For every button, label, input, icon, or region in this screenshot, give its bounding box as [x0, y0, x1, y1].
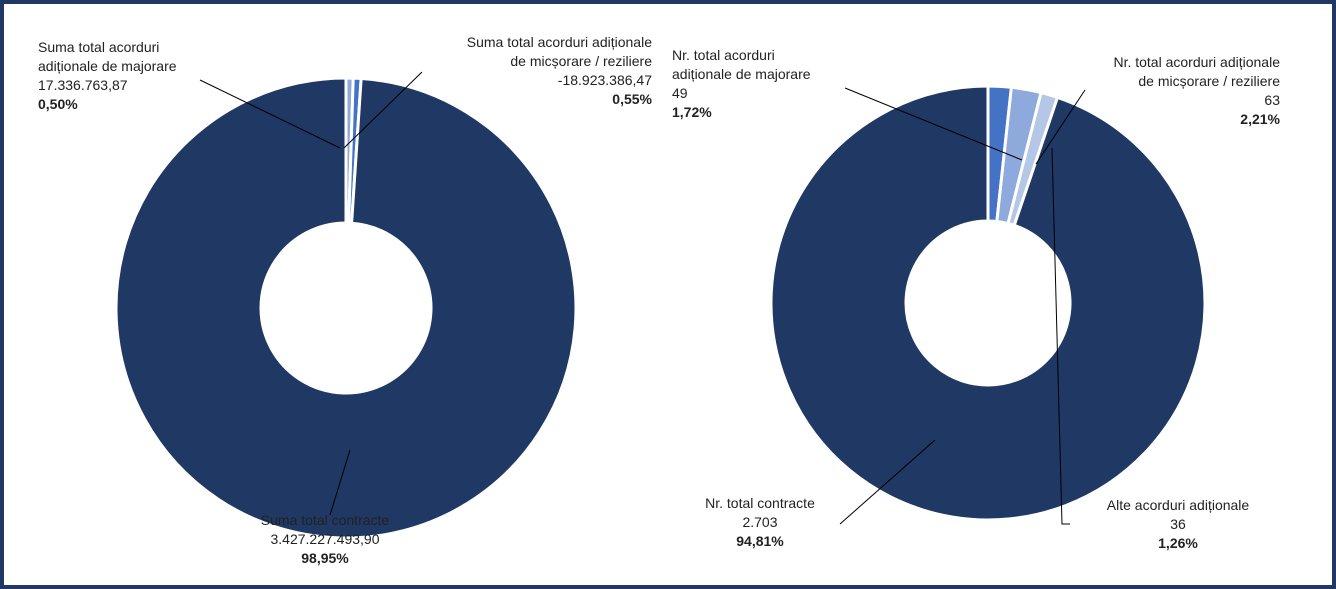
data-label-percent: 0,55%: [612, 91, 652, 107]
slice-1-0: [769, 84, 1207, 522]
data-label-value: 17.336.763,87: [38, 77, 128, 93]
leader-line-1-3: [1051, 147, 1070, 525]
data-label-name: adiționale de majorare: [38, 58, 177, 74]
data-label-name: Alte acorduri adiționale: [1107, 497, 1250, 513]
data-label-name: de micșorare / reziliere: [1138, 73, 1280, 89]
data-label-name: Suma total contracte: [261, 512, 390, 528]
data-label-value: 2.703: [742, 514, 777, 530]
data-label-value: 63: [1264, 92, 1280, 108]
data-label-percent: 94,81%: [736, 533, 784, 549]
leader-line-1-1: [844, 87, 1023, 161]
data-label-percent: 2,21%: [1240, 111, 1280, 127]
data-label-name: Nr. total contracte: [705, 495, 815, 511]
donut-chart-counts: Nr. total contracte 2.703 94,81% Nr. total …: [672, 47, 1281, 551]
leader-line-0-2: [343, 71, 423, 149]
leader-line-0-0: [329, 449, 351, 516]
data-label-value: 36: [1170, 516, 1186, 532]
data-label-percent: 0,50%: [38, 96, 78, 112]
data-label-name: de micșorare / reziliere: [510, 53, 652, 69]
data-label-value: 49: [672, 85, 688, 101]
data-label-name: Nr. total acorduri: [672, 47, 775, 63]
data-label-percent: 1,26%: [1158, 535, 1198, 551]
data-label-percent: 98,95%: [301, 550, 349, 566]
data-label-name: Suma total acorduri adiționale: [467, 34, 652, 50]
donut-chart-amounts: Suma total contracte 3.427.227.493,90 98,9…: [38, 34, 653, 566]
leader-line-1-0: [839, 439, 936, 525]
data-label-value: 3.427.227.493,90: [271, 531, 380, 547]
data-label-name: Suma total acorduri: [38, 39, 159, 55]
leader-line-1-2: [1035, 89, 1086, 165]
data-label-percent: 1,72%: [672, 104, 712, 120]
data-label-name: adiționale de majorare: [672, 66, 811, 82]
data-label-name: Nr. total acorduri adiționale: [1113, 54, 1280, 70]
leader-line-0-1: [199, 79, 341, 149]
data-label-value: -18.923.386,47: [558, 72, 652, 88]
slice-0-0: [114, 76, 578, 540]
